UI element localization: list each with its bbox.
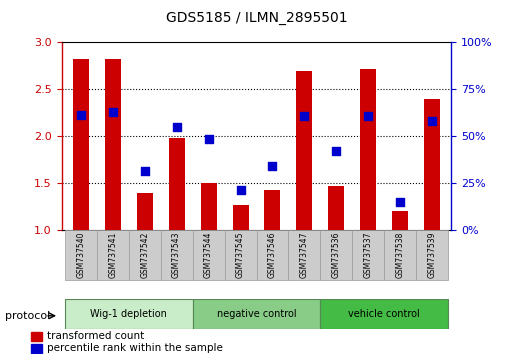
Text: GSM737545: GSM737545	[236, 232, 245, 278]
Text: GSM737536: GSM737536	[332, 232, 341, 278]
Text: GSM737543: GSM737543	[172, 232, 181, 278]
Text: GSM737537: GSM737537	[364, 232, 373, 278]
Bar	[31, 332, 42, 341]
Bar	[73, 59, 89, 230]
Text: vehicle control: vehicle control	[348, 309, 420, 319]
FancyBboxPatch shape	[352, 230, 384, 280]
Text: GSM737544: GSM737544	[204, 232, 213, 278]
Bar	[31, 344, 42, 353]
Bar	[360, 69, 377, 230]
Point	[172, 124, 181, 130]
Point	[364, 113, 372, 119]
Text: Wig-1 depletion: Wig-1 depletion	[90, 309, 167, 319]
FancyBboxPatch shape	[321, 299, 448, 329]
Bar	[232, 205, 248, 230]
Point	[205, 136, 213, 142]
FancyBboxPatch shape	[384, 230, 416, 280]
Bar	[392, 211, 408, 230]
Text: percentile rank within the sample: percentile rank within the sample	[47, 343, 223, 353]
FancyBboxPatch shape	[161, 230, 192, 280]
Text: GSM737542: GSM737542	[140, 232, 149, 278]
FancyBboxPatch shape	[65, 230, 97, 280]
Text: GSM737547: GSM737547	[300, 232, 309, 278]
Text: GSM737541: GSM737541	[108, 232, 117, 278]
Bar	[265, 190, 281, 230]
Point	[141, 168, 149, 174]
Text: GSM737546: GSM737546	[268, 232, 277, 278]
Bar	[105, 59, 121, 230]
FancyBboxPatch shape	[288, 230, 321, 280]
Bar	[328, 186, 344, 230]
Point	[332, 148, 341, 154]
Bar	[424, 99, 440, 230]
Bar	[201, 183, 216, 230]
Point	[236, 187, 245, 193]
FancyBboxPatch shape	[225, 230, 256, 280]
Text: negative control: negative control	[216, 309, 297, 319]
Text: transformed count: transformed count	[47, 331, 144, 341]
FancyBboxPatch shape	[321, 230, 352, 280]
Point	[300, 113, 308, 119]
Text: GSM737538: GSM737538	[396, 232, 405, 278]
FancyBboxPatch shape	[65, 299, 192, 329]
Bar	[297, 71, 312, 230]
Point	[428, 119, 437, 124]
Bar	[136, 193, 153, 230]
Text: GSM737540: GSM737540	[76, 232, 85, 278]
Bar	[169, 138, 185, 230]
Point	[268, 164, 277, 169]
FancyBboxPatch shape	[97, 230, 129, 280]
Text: protocol: protocol	[5, 311, 50, 321]
FancyBboxPatch shape	[192, 299, 321, 329]
FancyBboxPatch shape	[129, 230, 161, 280]
Point	[109, 109, 117, 115]
FancyBboxPatch shape	[416, 230, 448, 280]
FancyBboxPatch shape	[256, 230, 288, 280]
Text: GSM737539: GSM737539	[428, 232, 437, 278]
FancyBboxPatch shape	[192, 230, 225, 280]
Point	[396, 199, 404, 205]
Point	[76, 112, 85, 118]
Text: GDS5185 / ILMN_2895501: GDS5185 / ILMN_2895501	[166, 11, 347, 25]
